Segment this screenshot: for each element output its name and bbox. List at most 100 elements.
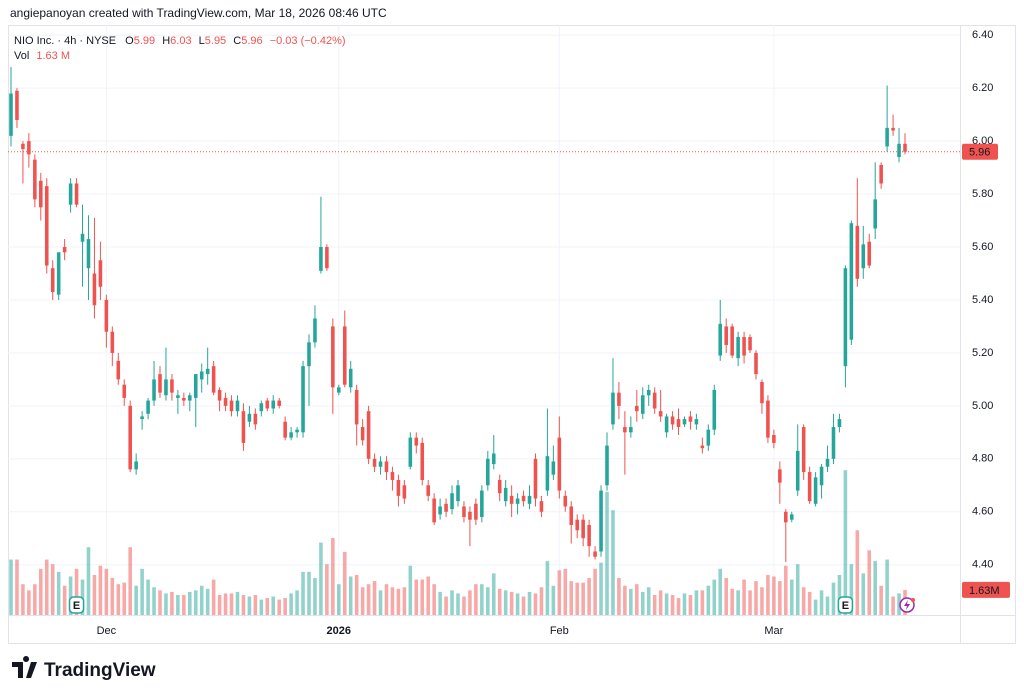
volume-bar	[688, 594, 693, 615]
candle-body	[128, 405, 132, 470]
volume-bar	[712, 579, 717, 615]
candle-body	[74, 183, 79, 205]
candle-body	[563, 495, 568, 507]
candle-body	[748, 337, 752, 351]
volume-bar	[27, 590, 31, 615]
candle-body	[843, 268, 848, 367]
candle-body	[754, 352, 758, 375]
volume-bar	[348, 576, 353, 615]
volume-bar	[509, 591, 514, 615]
volume-bar	[164, 593, 168, 615]
change-label: −0.03 (−0.42%)	[270, 35, 346, 47]
candle-body	[223, 397, 228, 406]
close-value: 5.96	[241, 35, 262, 47]
volume-pane	[9, 470, 907, 615]
candle-body	[193, 374, 198, 398]
candle-body	[68, 183, 73, 205]
candle-body	[348, 368, 353, 388]
candle-body	[104, 299, 109, 332]
candle-body	[670, 416, 675, 425]
volume-bar	[420, 579, 425, 615]
volume-bar	[277, 599, 281, 615]
volume-bar	[551, 585, 556, 615]
volume-bar	[664, 593, 669, 615]
volume-bar	[784, 565, 788, 615]
candle-body	[337, 387, 341, 393]
candle-body	[766, 400, 770, 438]
candle-body	[760, 382, 764, 404]
candle-body	[807, 472, 812, 502]
volume-bar	[760, 587, 764, 615]
candle-body	[712, 389, 717, 430]
candle-body	[289, 432, 293, 438]
volume-bar	[307, 571, 311, 615]
candle-body	[188, 395, 192, 401]
volume-bar	[801, 587, 806, 615]
icon-bolt	[904, 600, 910, 610]
candle-body	[640, 395, 645, 414]
candle-body	[444, 503, 448, 512]
candle-body	[706, 429, 711, 446]
volume-bar	[748, 590, 752, 615]
candle-body	[474, 503, 478, 520]
candle-body	[199, 371, 204, 380]
candle-body	[831, 427, 836, 459]
candle-body	[825, 458, 830, 467]
volume-bar	[652, 594, 657, 615]
volume-bar	[39, 568, 43, 615]
candle-body	[515, 498, 520, 504]
volume-bar	[503, 590, 508, 615]
volume-legend: Vol 1.63 M	[14, 50, 70, 62]
y-tick-label: 5.20	[972, 347, 993, 359]
candle-body	[98, 260, 103, 287]
earnings-label: E	[842, 600, 849, 612]
volume-bar	[491, 573, 496, 615]
volume-bar	[140, 568, 144, 615]
candle-body	[265, 400, 270, 409]
volume-bar	[515, 593, 520, 615]
volume-bar	[253, 594, 258, 615]
y-tick-label: 4.80	[972, 453, 993, 465]
grid	[8, 25, 960, 615]
candle-body	[217, 389, 222, 401]
candles	[9, 67, 907, 563]
volume-bar	[724, 578, 728, 615]
legend-line: NIO Inc. · 4h · NYSE O5.99 H6.03 L5.95 C…	[14, 35, 346, 47]
candle-body	[456, 485, 460, 502]
volume-bar	[283, 598, 287, 615]
volume-bar	[873, 561, 877, 615]
candle-body	[432, 498, 436, 523]
candle-body	[205, 368, 210, 375]
volume-name: Vol	[14, 50, 29, 62]
candle-body	[527, 495, 532, 504]
volume-bar	[56, 571, 61, 615]
candle-body	[378, 461, 383, 467]
volume-bar	[718, 568, 723, 615]
volume-bar	[682, 593, 687, 615]
volume-bar	[837, 574, 842, 615]
candle-body	[718, 323, 723, 356]
volume-bar	[408, 565, 413, 615]
candle-body	[551, 461, 556, 475]
candle-body	[354, 389, 359, 425]
volume-bar	[271, 596, 276, 615]
volume-bar	[855, 530, 860, 615]
volume-bar	[342, 551, 347, 615]
y-tick-label: 5.60	[972, 241, 993, 253]
candle-body	[283, 421, 287, 438]
candle-body	[295, 429, 299, 433]
candle-body	[623, 427, 627, 433]
candle-body	[497, 479, 502, 494]
candle-body	[50, 268, 55, 293]
candle-body	[903, 143, 907, 152]
volume-bar	[211, 579, 216, 615]
volume-bar	[366, 584, 371, 615]
candle-body	[450, 493, 454, 510]
volume-bar	[593, 568, 597, 615]
overlay: 5.96 1.63M E E	[8, 143, 1010, 614]
candle-body	[164, 379, 168, 396]
volume-bar	[742, 579, 746, 615]
candle-body	[134, 461, 138, 470]
volume-bar	[134, 585, 138, 615]
